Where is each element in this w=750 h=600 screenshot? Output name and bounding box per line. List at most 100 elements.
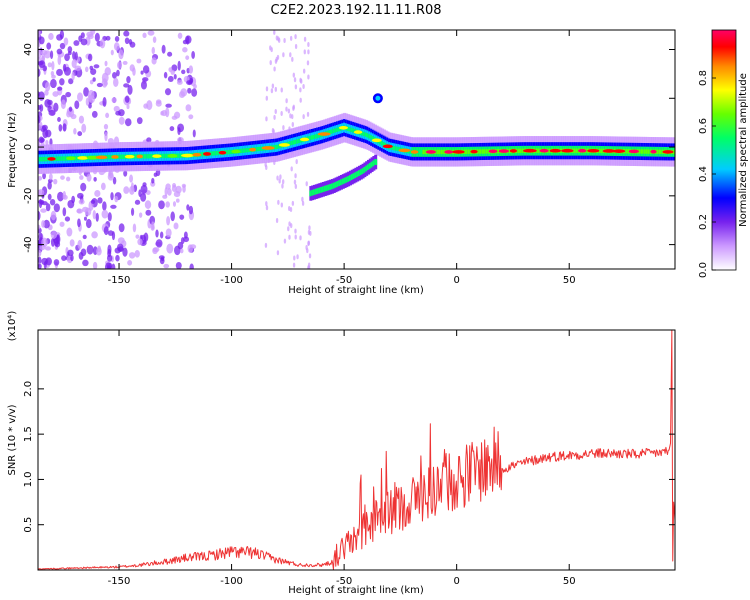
branch-core: [311, 189, 315, 196]
noise-speck: [62, 123, 67, 132]
noise-speck: [307, 41, 310, 47]
snr-series-line: [38, 330, 675, 570]
trace-band-core: [38, 157, 43, 162]
trace-peak: [218, 150, 227, 155]
noise-speck: [165, 228, 172, 238]
noise-speck: [179, 248, 184, 254]
spectrogram-y-tick-label: 0: [23, 144, 34, 150]
noise-speck: [137, 238, 143, 246]
trace-band-core: [440, 149, 444, 155]
trace-band-core: [642, 149, 646, 154]
noise-speck: [146, 100, 153, 111]
noise-speck: [85, 218, 92, 229]
snr-scale-label: (x10⁴): [7, 311, 18, 342]
trace-band-core: [60, 156, 64, 161]
noise-speck: [191, 88, 198, 97]
spectrogram-axes: -150 -100 -50 0 50 -40 -20 0 20 40: [23, 30, 675, 286]
noise-speck: [40, 208, 47, 213]
noise-speck: [175, 185, 182, 194]
noise-speck: [165, 103, 172, 108]
snr-x-tick-label: -100: [220, 576, 243, 587]
noise-speck: [50, 230, 58, 239]
noise-speck: [129, 41, 136, 48]
noise-speck: [107, 265, 112, 269]
trace-band-core: [121, 154, 125, 159]
trace-band-core: [274, 144, 278, 150]
trace-band-core: [625, 149, 630, 154]
trace-peak: [124, 154, 135, 159]
branch-core: [363, 166, 367, 173]
noise-speck: [52, 91, 59, 97]
noise-speck: [134, 199, 141, 205]
trace-band-core: [163, 153, 167, 159]
noise-speck: [123, 30, 130, 37]
noise-speck: [128, 252, 136, 259]
trace-band-core: [393, 146, 397, 151]
noise-speck: [179, 214, 185, 220]
noise-speck: [124, 37, 130, 45]
trace-peak: [444, 150, 454, 154]
branch-core: [361, 168, 365, 175]
trace-band-core: [254, 147, 259, 152]
branch-core: [314, 188, 318, 195]
noise-speck: [111, 97, 117, 103]
branch-core: [347, 176, 351, 182]
trace-band-core: [368, 134, 372, 139]
snr-x-tick-label: -50: [336, 576, 352, 587]
trace-band-core: [496, 149, 500, 154]
noise-speck: [38, 189, 45, 196]
noise-speck: [140, 70, 144, 75]
noise-speck: [71, 59, 77, 68]
noise-speck: [118, 49, 124, 60]
trace-band-core: [575, 148, 579, 153]
snr-y-tick-label: 1.5: [23, 426, 34, 442]
noise-speck: [42, 128, 49, 139]
noise-speck: [188, 114, 194, 120]
branch-core: [372, 160, 376, 167]
trace-band-core: [74, 155, 79, 161]
noise-speck: [289, 35, 293, 41]
trace-band-core: [227, 149, 232, 155]
trace-peak: [452, 150, 465, 154]
trace-band-core: [391, 145, 395, 151]
noise-speck: [38, 199, 45, 204]
trace-band-core: [200, 152, 205, 157]
noise-speck: [181, 69, 186, 75]
trace-band-core: [287, 141, 291, 147]
noise-speck: [111, 263, 116, 269]
noise-speck: [86, 173, 92, 182]
trace-band-core: [371, 136, 376, 141]
noise-speck: [306, 60, 310, 66]
noise-speck: [189, 263, 194, 269]
noise-speck: [107, 212, 112, 222]
noise-speck: [123, 83, 130, 88]
trace-band-core: [148, 154, 152, 159]
trace-peak: [203, 152, 212, 156]
noise-speck: [45, 246, 52, 251]
trace-band-core: [379, 139, 383, 145]
noise-speck: [303, 36, 307, 42]
trace-peak: [111, 155, 119, 159]
noise-speck: [166, 216, 171, 226]
noise-speck: [177, 32, 183, 39]
noise-speck: [53, 178, 58, 185]
noise-speck: [282, 125, 285, 131]
noise-speck: [83, 216, 87, 221]
branch-core: [321, 186, 325, 193]
noise-speck: [104, 60, 108, 67]
noise-speck: [269, 45, 272, 51]
noise-speck: [115, 254, 120, 262]
noise-speck: [67, 249, 74, 257]
trace-peak: [398, 148, 411, 153]
snr-x-tick-label: 0: [453, 576, 459, 587]
noise-speck: [151, 177, 155, 184]
trace-peak: [549, 148, 562, 153]
trace-band-core: [276, 144, 280, 150]
noise-speck: [152, 36, 157, 43]
isolated-blob-core: [375, 95, 381, 101]
trace-band-core: [638, 149, 642, 154]
noise-speck: [177, 127, 181, 136]
branch-core: [374, 159, 378, 165]
noise-speck: [308, 225, 311, 231]
noise-speck: [165, 201, 170, 208]
